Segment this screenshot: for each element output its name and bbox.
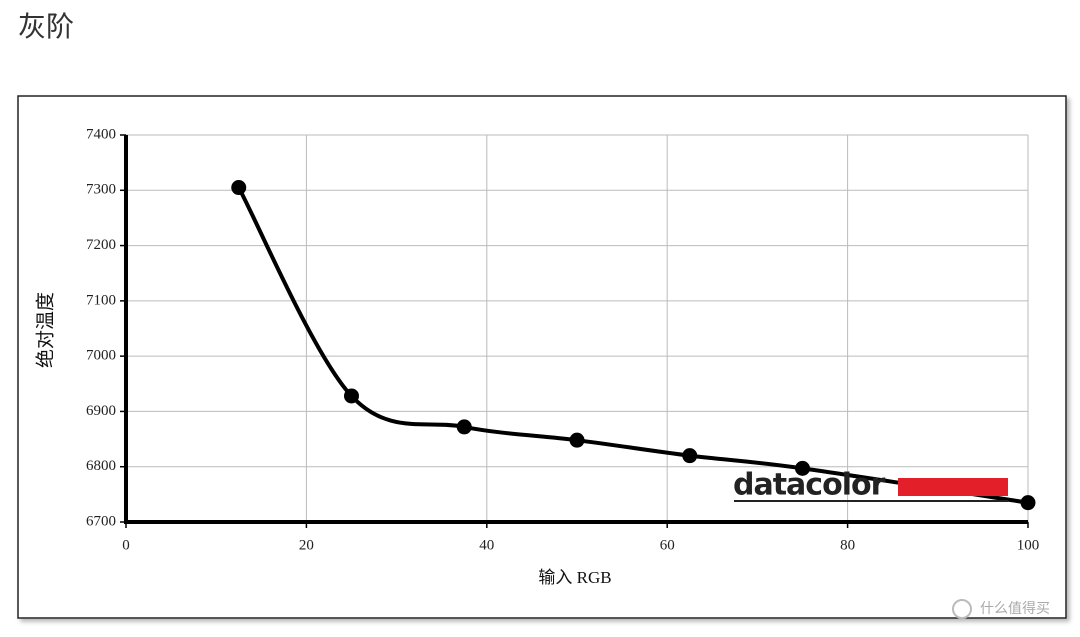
x-tick-label: 40 [479,537,494,553]
point [344,388,359,404]
point [682,448,698,464]
y-tick-label: 7400 [86,126,116,142]
y-tick-label: 6700 [86,513,116,529]
point [456,419,472,435]
point [795,460,810,476]
watermark: datacolor [733,468,886,503]
site-logo: 什么值得买 [980,600,1050,617]
x-tick-label: 100 [1017,537,1040,553]
y-tick-label: 6900 [86,403,116,419]
y-tick-label: 7200 [86,237,116,253]
y-axis-label: 绝对温度 [35,292,57,368]
watermark-bar [898,478,1008,496]
y-tick-label: 7000 [86,348,116,364]
logo-icon [952,599,972,619]
point [231,180,247,196]
x-tick-label: 0 [122,537,130,553]
x-tick-label: 20 [299,537,314,553]
point [1020,495,1036,511]
y-tick-label: 6800 [86,458,116,474]
page-title: 灰阶 [18,10,74,43]
x-tick-label: 80 [840,537,855,553]
y-tick-label: 7100 [86,292,116,308]
point [569,432,585,448]
x-axis-label: 输入 RGB [538,568,611,587]
y-tick-label: 7300 [86,182,116,198]
chart-frame [17,95,1067,619]
x-tick-label: 60 [660,537,675,553]
